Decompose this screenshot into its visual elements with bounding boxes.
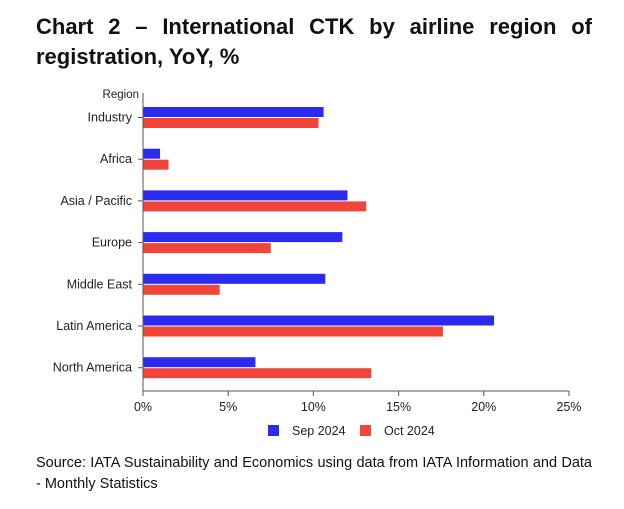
bar-oct-3 [143,243,271,254]
x-tick-label: 15% [386,400,411,414]
axes-group: Industry Africa Asia / Pacific Europe Middle… [53,93,582,414]
bar-oct-1 [143,159,169,170]
legend-label-sep: Sep 2024 [292,424,346,438]
legend-swatch-oct [360,425,371,436]
category-label: Latin America [56,319,132,333]
bar-oct-2 [143,201,367,212]
chart-title-text: – International CTK by airline region of… [36,14,592,69]
bar-oct-0 [143,118,319,128]
bar-sep-4 [143,273,326,284]
legend-label-oct: Oct 2024 [384,424,435,438]
category-label: Industry [88,111,133,125]
x-tick-label: 5% [219,400,237,414]
category-label: Asia / Pacific [60,194,132,208]
bar-oct-6 [143,368,372,379]
legend: Sep 2024 Oct 2024 [268,424,435,438]
bar-sep-0 [143,107,324,117]
category-label: Africa [100,152,132,166]
y-axis-title: Region [103,89,139,101]
bar-sep-1 [143,148,161,159]
bar-chart: Industry Africa Asia / Pacific Europe Middle… [53,89,582,438]
x-tick-label: 25% [556,400,581,414]
category-label: Europe [92,236,132,250]
chart-number: Chart 2 [36,14,121,39]
chart-title: Chart 2 – International CTK by airline r… [36,12,592,72]
source-note: Source: IATA Sustainability and Economic… [36,455,592,492]
bar-oct-5 [143,326,443,337]
x-tick-label: 0% [134,400,152,414]
bars-group [143,107,495,379]
bar-sep-3 [143,232,343,243]
x-tick-label: 20% [471,400,496,414]
bar-oct-4 [143,284,220,295]
legend-swatch-sep [268,425,279,436]
category-label: Middle East [67,277,133,291]
bar-sep-5 [143,315,495,326]
x-tick-label: 10% [301,400,326,414]
category-label: North America [53,361,132,375]
bar-sep-6 [143,357,256,368]
bar-sep-2 [143,190,348,201]
